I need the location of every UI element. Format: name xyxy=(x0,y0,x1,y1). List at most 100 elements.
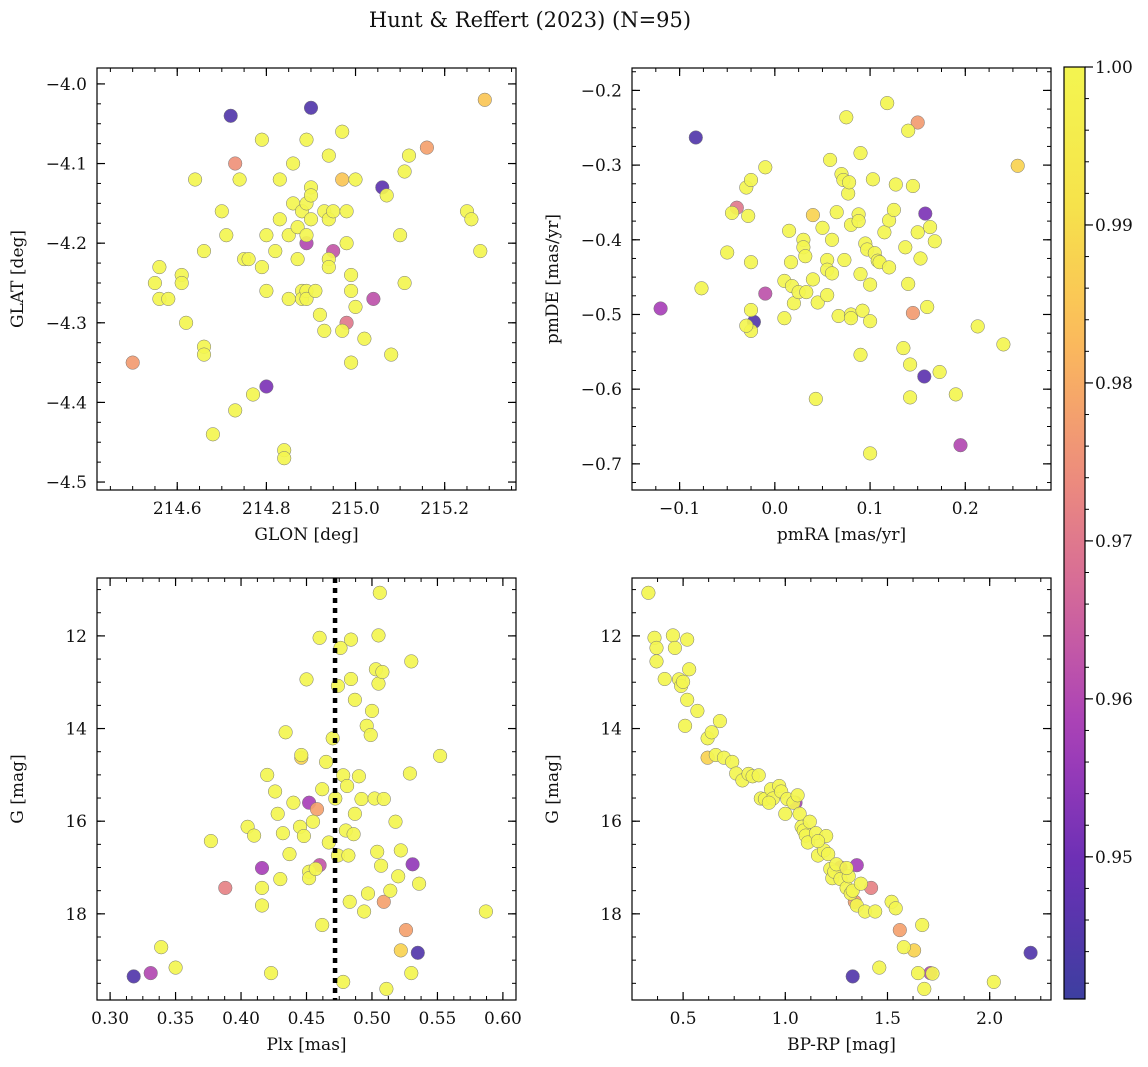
x-tick-label: 0.50 xyxy=(353,1009,391,1029)
data-point xyxy=(886,202,901,217)
data-point xyxy=(397,164,412,179)
data-point xyxy=(751,768,766,783)
colorbar-tick-label: 0.96 xyxy=(1095,690,1133,710)
data-point xyxy=(315,917,330,933)
panel-glon-glat: 214.6 214.8 215.0 215.2 −4.5 −4.4 −4.3 −4.2 −4.1… xyxy=(8,67,517,545)
data-point xyxy=(649,654,664,669)
y-tick-label: −0.5 xyxy=(581,305,622,325)
y-tick-label: 18 xyxy=(600,905,622,925)
colorbar: 0.95 0.96 0.97 0.98 0.99 1.00 xyxy=(1063,58,1133,1000)
data-point xyxy=(810,295,825,310)
data-point xyxy=(232,172,247,187)
data-point xyxy=(419,140,434,155)
data-point xyxy=(473,244,488,259)
data-point xyxy=(694,281,709,296)
data-point xyxy=(761,795,776,810)
x-tick-label: 2.0 xyxy=(976,1009,1003,1029)
colorbar-tick-label: 0.97 xyxy=(1095,532,1133,552)
y-tick-label: 12 xyxy=(600,627,622,647)
x-tick-label: 1.0 xyxy=(772,1009,799,1029)
y-tick-label: −4.4 xyxy=(46,393,87,413)
y-tick-label: 12 xyxy=(65,627,87,647)
data-point xyxy=(214,204,229,219)
data-point xyxy=(923,220,938,235)
data-point xyxy=(743,172,759,188)
panel-proper-motion: −0.1 0.0 0.1 0.2 −0.7 −0.6 −0.5 −0.4 −0.3 −0.2 pmR… xyxy=(543,67,1052,545)
x-axis-label: pmRA [mas/yr] xyxy=(777,525,906,545)
x-tick-label: 0.35 xyxy=(157,1009,195,1029)
data-point xyxy=(254,260,269,275)
data-point xyxy=(667,640,682,655)
data-point xyxy=(196,347,212,362)
data-point xyxy=(802,814,817,829)
data-point xyxy=(863,277,878,292)
data-point xyxy=(851,214,866,229)
y-tick-label: −4.5 xyxy=(46,473,87,493)
data-point xyxy=(758,286,773,301)
y-tick-label: −0.4 xyxy=(581,231,622,251)
data-point xyxy=(299,132,314,147)
data-point xyxy=(219,228,234,243)
x-tick-label: 0.40 xyxy=(222,1009,260,1029)
data-point xyxy=(824,266,840,281)
data-point xyxy=(927,234,942,249)
y-tick-label: 18 xyxy=(65,905,87,925)
data-point xyxy=(299,291,314,306)
data-point xyxy=(254,898,270,913)
data-point xyxy=(281,228,296,243)
data-point xyxy=(903,357,918,372)
data-point xyxy=(720,245,735,260)
data-point xyxy=(303,212,319,227)
data-point xyxy=(863,446,878,461)
data-point xyxy=(464,212,479,227)
data-point xyxy=(905,178,920,194)
data-point xyxy=(321,148,336,163)
data-point xyxy=(272,212,287,227)
colorbar-gradient xyxy=(1063,66,1086,1000)
data-point xyxy=(203,834,218,849)
data-point xyxy=(260,767,275,782)
x-tick-label: 0.5 xyxy=(670,1009,697,1029)
data-points xyxy=(641,585,1038,996)
x-axis-label: Plx [mas] xyxy=(266,1035,346,1055)
data-point xyxy=(360,886,376,901)
data-point xyxy=(986,974,1001,989)
data-point xyxy=(347,806,362,821)
x-tick-label: 214.8 xyxy=(242,499,291,519)
data-point xyxy=(778,806,793,821)
y-tick-label: −0.2 xyxy=(581,81,622,101)
data-point xyxy=(290,252,305,267)
data-point xyxy=(272,172,287,187)
y-tick-label: −0.7 xyxy=(581,455,622,475)
data-point xyxy=(290,220,305,235)
data-point xyxy=(152,260,167,275)
data-point xyxy=(383,883,398,898)
data-point xyxy=(401,148,417,163)
y-axis-label: pmDE [mas/yr] xyxy=(543,214,563,344)
data-point xyxy=(254,132,269,147)
data-point xyxy=(398,923,414,938)
data-point xyxy=(880,96,895,111)
data-point xyxy=(278,725,293,740)
data-point xyxy=(877,225,892,240)
data-point xyxy=(228,403,243,418)
data-point xyxy=(641,585,656,600)
data-point xyxy=(782,223,797,238)
data-point xyxy=(357,331,372,346)
data-point xyxy=(831,308,846,324)
data-point xyxy=(404,654,419,669)
y-tick-label: −4.1 xyxy=(46,155,87,175)
panel-color-magnitude: 0.5 1.0 1.5 2.0 12 14 16 18 BP-RP [mag] G [mag] xyxy=(543,577,1052,1055)
data-point xyxy=(254,860,270,876)
data-point xyxy=(168,960,183,975)
x-tick-label: 215.0 xyxy=(331,499,380,519)
data-point xyxy=(665,628,680,643)
data-point xyxy=(808,391,823,406)
data-point xyxy=(842,175,857,190)
data-point xyxy=(259,228,274,243)
data-point xyxy=(335,323,350,338)
data-point xyxy=(911,966,926,981)
data-point xyxy=(910,225,925,240)
x-tick-label: 0.55 xyxy=(419,1009,457,1029)
